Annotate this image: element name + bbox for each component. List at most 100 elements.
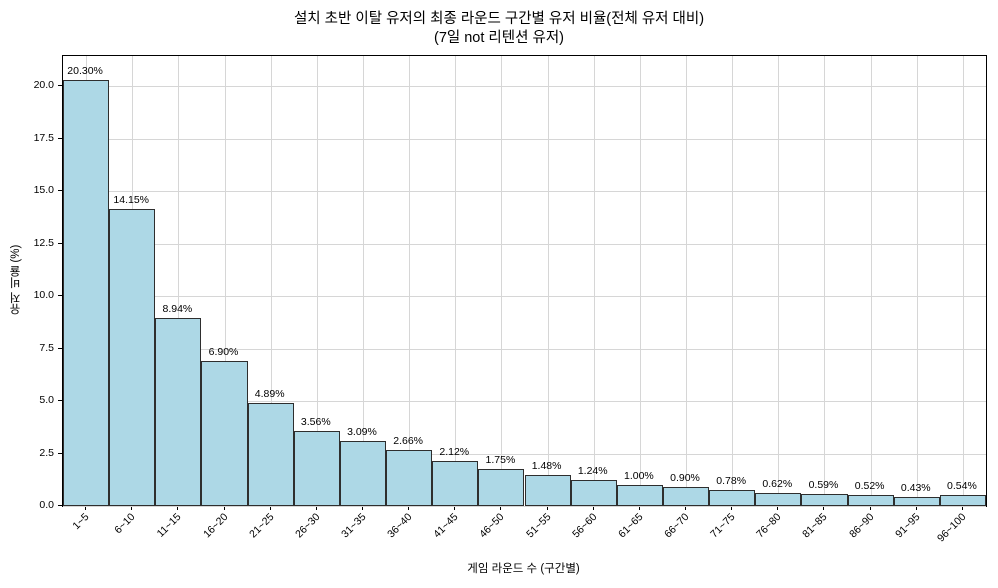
h-gridline [63,348,986,350]
v-gridline [639,56,641,506]
bar-value-label: 0.54% [947,479,977,492]
bar [662,487,710,506]
x-tick-mark [85,506,87,510]
bar-value-label: 8.94% [162,303,193,316]
v-gridline [824,56,826,506]
y-tick-mark [58,137,62,139]
bar [478,469,525,506]
v-gridline [778,56,780,506]
v-gridline [916,56,918,506]
y-tick-label: 15.0 [33,184,54,197]
bar-value-label: 0.59% [808,478,839,491]
bar [432,461,479,506]
plot-area [62,55,987,507]
bar [755,492,802,506]
bar-value-label: 2.12% [439,446,470,459]
x-tick-mark [269,506,271,510]
v-gridline [732,56,734,506]
h-gridline [63,296,986,297]
bar-value-label: 0.78% [716,474,747,487]
v-gridline [501,56,503,506]
bar-value-label: 20.30% [67,64,103,77]
y-tick-mark [58,400,62,401]
v-gridline [270,56,272,506]
x-tick-mark [546,506,548,510]
x-tick-mark [131,506,133,510]
x-tick-mark [869,506,871,510]
y-tick-mark [58,347,62,349]
y-tick-label: 0.0 [39,499,54,511]
v-gridline [316,56,318,506]
v-gridline [686,56,688,506]
bar [847,495,894,506]
bar [155,318,202,506]
x-tick-mark [685,506,687,510]
bar-value-label: 0.43% [900,481,931,494]
v-gridline [362,56,364,506]
chart-subtitle: (7일 not 리텐션 유저) [433,30,564,46]
bar-value-label: 3.56% [300,416,331,429]
x-tick-mark [223,506,225,510]
h-gridline [63,86,986,88]
bar [570,479,617,506]
bar [63,79,110,506]
bar-value-label: 14.15% [113,193,150,206]
v-gridline [409,56,411,506]
h-gridline [63,191,986,193]
bar [201,361,248,506]
v-gridline [178,56,180,506]
x-tick-mark [177,506,179,510]
y-tick-mark [58,295,62,296]
bar [247,403,294,506]
h-gridline [63,453,986,455]
bar-value-label: 3.09% [347,426,377,439]
bar [339,441,387,506]
x-tick-mark [361,506,363,510]
x-tick-mark [315,506,317,510]
bar [293,431,340,506]
x-tick-mark [592,506,594,510]
x-tick-mark [638,506,640,510]
x-axis-label: 게임 라운드 수 (구간별) [467,563,580,575]
y-tick-mark [58,452,62,454]
bar-value-label: 6.90% [208,346,239,359]
x-tick-mark [454,506,456,510]
bar [386,450,433,506]
x-tick-mark [500,506,502,510]
bar [109,208,156,506]
h-gridline [63,243,986,245]
v-gridline [962,56,964,506]
h-gridline [63,138,986,140]
x-tick-mark [777,506,779,510]
bar-value-label: 1.00% [623,470,654,482]
y-tick-mark [58,505,62,506]
bar-value-label: 4.89% [254,388,285,401]
h-gridline [63,401,986,402]
bar [709,489,756,506]
bar [801,493,848,506]
h-gridline [63,506,986,507]
bar-value-label: 1.75% [485,454,516,467]
y-tick-label: 5.0 [39,394,54,406]
bar-value-label: 2.66% [393,435,424,448]
y-tick-label: 12.5 [33,236,54,249]
v-gridline [455,56,457,506]
y-tick-label: 20.0 [33,79,54,92]
v-gridline [547,56,549,506]
x-tick-mark [408,506,410,510]
y-axis-label: 유저 비율 (%) [10,244,22,316]
bar [616,485,663,506]
bar-value-label: 0.52% [854,480,885,493]
y-tick-mark [58,242,62,244]
bar-value-label: 0.90% [670,472,700,485]
bar [939,494,986,506]
bar [524,474,571,506]
v-gridline [870,56,872,506]
x-tick-mark [915,506,917,510]
v-gridline [224,56,226,506]
y-tick-label: 17.5 [33,131,54,144]
bar-value-label: 0.62% [762,477,793,490]
y-tick-mark [58,190,62,192]
y-tick-label: 2.5 [39,446,54,459]
